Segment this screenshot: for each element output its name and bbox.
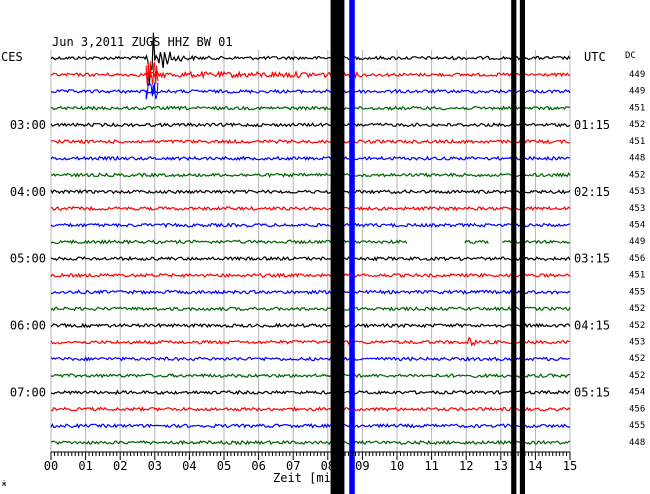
trace-18 [50, 356, 571, 362]
dc-value: 452 [629, 170, 645, 180]
x-tick-label: 09 [355, 459, 369, 473]
labels: Jun 3,2011 ZUGS HHZ BW 01 CES UTC DC Zei… [1, 35, 645, 488]
vertical-band-3 [519, 0, 526, 494]
left-time-label: 05:00 [10, 252, 46, 266]
dc-value: 454 [629, 388, 645, 398]
right-time-label: 04:15 [574, 319, 610, 333]
dc-value: 451 [629, 137, 645, 147]
dc-value: 453 [629, 187, 645, 197]
trace-21 [50, 406, 571, 413]
x-tick-label: 00 [44, 459, 58, 473]
trace-22 [50, 422, 571, 429]
dc-value: 452 [629, 304, 645, 314]
trace-23 [50, 439, 571, 446]
dc-value: 451 [629, 103, 645, 113]
x-tick-label: 03 [148, 459, 162, 473]
x-tick-label: 08 [321, 459, 335, 473]
trace-7 [50, 172, 571, 178]
dc-value: 449 [629, 237, 645, 247]
trace-3 [50, 105, 571, 112]
x-tick-label: 15 [563, 459, 577, 473]
x-tick-label: 07 [286, 459, 300, 473]
dc-value: 453 [629, 338, 645, 348]
vertical-band-0 [330, 0, 345, 494]
dc-value: 449 [629, 87, 645, 97]
chart-title: Jun 3,2011 ZUGS HHZ BW 01 [52, 35, 233, 49]
dc-value: 456 [629, 254, 645, 264]
left-header: CES [1, 50, 23, 64]
trace-15 [50, 306, 571, 312]
left-time-label: 06:00 [10, 319, 46, 333]
trace-19 [50, 373, 571, 379]
grid [50, 50, 571, 452]
left-time-label: 04:00 [10, 185, 46, 199]
dc-value: 449 [629, 70, 645, 80]
trace-5 [50, 138, 571, 145]
right-header: UTC [584, 50, 606, 64]
right-time-label: 01:15 [574, 118, 610, 132]
right-time-label: 05:15 [574, 385, 610, 399]
x-tick-label: 04 [182, 459, 196, 473]
dc-value: 456 [629, 404, 645, 414]
event-coda-2 [145, 82, 159, 100]
dc-value: 452 [629, 371, 645, 381]
dc-value: 448 [629, 438, 645, 448]
vertical-band-1 [349, 0, 355, 494]
dc-value: 448 [629, 154, 645, 164]
x-tick-label: 05 [217, 459, 231, 473]
trace-0 [50, 32, 571, 86]
vertical-band-2 [511, 0, 517, 494]
trace-1 [50, 69, 571, 80]
x-tick-label: 10 [390, 459, 404, 473]
trace-16 [50, 322, 571, 329]
x-axis: 00 01 02 03 04 05 06 07 08 09 10 11 12 13 14 15 [44, 451, 577, 473]
right-time-label: 02:15 [574, 185, 610, 199]
dc-value: 453 [629, 204, 645, 214]
right-time-label: 03:15 [574, 252, 610, 266]
x-tick-label: 01 [78, 459, 92, 473]
x-tick-label: 14 [528, 459, 542, 473]
trace-10 [50, 222, 571, 229]
trace-8 [50, 188, 571, 195]
x-tick-label: 13 [494, 459, 508, 473]
trace-6 [50, 155, 571, 162]
x-tick-label: 12 [459, 459, 473, 473]
x-axis-label: Zeit [min] [273, 471, 345, 485]
x-tick-label: 02 [113, 459, 127, 473]
trace-14 [50, 289, 571, 295]
dc-value: 451 [629, 271, 645, 281]
trace-17 [50, 336, 571, 347]
corner-mark: ӝ [2, 480, 7, 488]
x-tick-label: 11 [424, 459, 438, 473]
dc-value: 455 [629, 287, 645, 297]
traces [50, 32, 571, 446]
event-coda-1 [145, 61, 159, 86]
vertical-bands [330, 0, 526, 494]
dc-header: DC [625, 51, 636, 61]
trace-4 [50, 122, 571, 128]
trace-2 [50, 88, 571, 95]
dc-value: 452 [629, 354, 645, 364]
trace-12 [50, 255, 571, 262]
trace-13 [50, 272, 571, 279]
dc-value: 455 [629, 421, 645, 431]
left-time-label: 07:00 [10, 385, 46, 399]
dc-value: 452 [629, 321, 645, 331]
x-tick-label: 06 [251, 459, 265, 473]
left-time-label: 03:00 [10, 118, 46, 132]
dc-value: 452 [629, 120, 645, 130]
trace-9 [50, 205, 571, 212]
trace-20 [50, 389, 571, 396]
dc-value: 454 [629, 220, 645, 230]
